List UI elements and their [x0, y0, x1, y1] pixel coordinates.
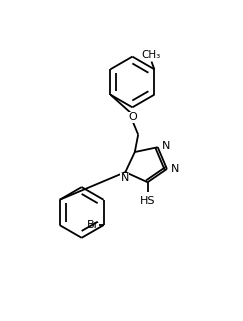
Text: N: N — [171, 164, 180, 174]
Text: HS: HS — [140, 195, 155, 205]
Text: CH₃: CH₃ — [141, 50, 160, 60]
Text: N: N — [121, 173, 129, 183]
Text: Br: Br — [87, 220, 99, 230]
Text: N: N — [162, 141, 171, 151]
Text: O: O — [128, 112, 137, 123]
